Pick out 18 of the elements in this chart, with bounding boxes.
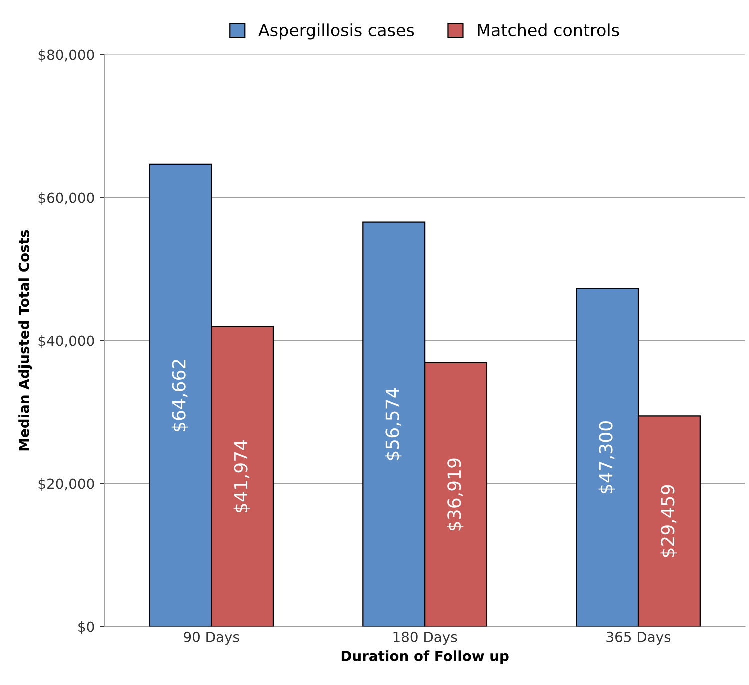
data-label: $47,300 [598, 422, 616, 494]
legend-label: Aspergillosis cases [258, 24, 414, 40]
y-tick-label: $0 [78, 622, 94, 634]
y-tick-label: $20,000 [38, 478, 94, 492]
data-label: $56,574 [385, 388, 402, 460]
y-tick-label: $80,000 [38, 50, 94, 62]
y-tick-label: $60,000 [38, 192, 94, 206]
y-tick-label: $40,000 [38, 336, 94, 348]
x-tick-label: 90 Days [184, 632, 240, 646]
x-axis-title: Duration of Follow up [342, 650, 509, 664]
data-label: $41,974 [234, 440, 250, 513]
legend-label: Matched controls [478, 24, 620, 37]
data-label: $29,459 [660, 485, 678, 558]
x-tick-label: 180 Days [394, 632, 458, 646]
data-label: $36,919 [447, 458, 464, 531]
data-label: $64,662 [172, 360, 188, 432]
x-tick-label: 365 Days [606, 632, 671, 646]
y-axis-title: Median Adjusted Total Costs [18, 230, 32, 451]
